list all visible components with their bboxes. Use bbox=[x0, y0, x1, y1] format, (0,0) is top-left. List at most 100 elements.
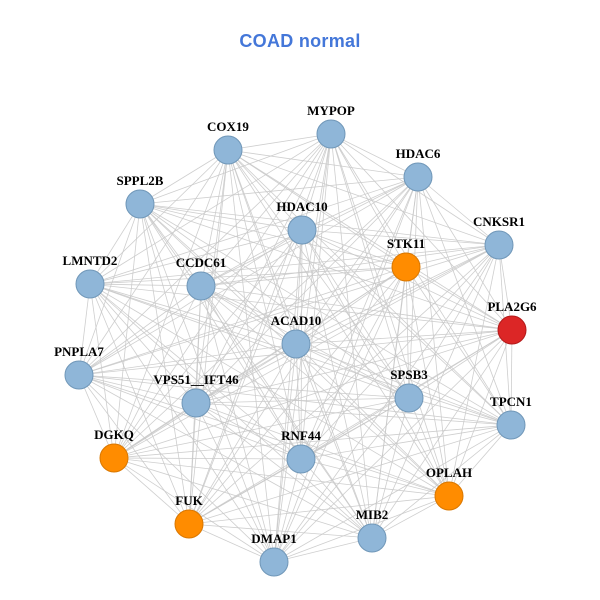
edge bbox=[295, 343, 512, 426]
edge bbox=[89, 283, 197, 404]
edge bbox=[89, 283, 373, 539]
edge bbox=[301, 133, 332, 231]
edge bbox=[139, 203, 512, 426]
edge bbox=[195, 229, 303, 404]
edge bbox=[188, 402, 197, 525]
node-HDAC10 bbox=[287, 215, 317, 245]
edge bbox=[200, 285, 513, 331]
edge bbox=[371, 397, 410, 539]
edge bbox=[113, 457, 190, 525]
edge bbox=[227, 149, 275, 563]
edge bbox=[408, 397, 512, 426]
edge bbox=[113, 457, 373, 539]
edge bbox=[405, 266, 410, 399]
edge bbox=[273, 229, 303, 563]
edge bbox=[78, 229, 303, 376]
node-PLA2G6 bbox=[497, 315, 527, 345]
edge bbox=[78, 374, 275, 563]
edge bbox=[139, 203, 190, 525]
edge bbox=[295, 343, 450, 497]
edges bbox=[78, 133, 513, 563]
edge bbox=[371, 495, 450, 539]
edge bbox=[200, 285, 373, 539]
edge bbox=[301, 229, 410, 399]
edge bbox=[273, 537, 373, 563]
edge bbox=[78, 374, 373, 539]
node-label-TPCN1: TPCN1 bbox=[490, 394, 532, 409]
edge bbox=[113, 149, 229, 459]
node-label-CNKSR1: CNKSR1 bbox=[473, 214, 525, 229]
edge bbox=[330, 133, 373, 539]
edge bbox=[273, 397, 410, 563]
edge bbox=[273, 424, 512, 563]
edge bbox=[188, 523, 373, 539]
node-FUK bbox=[174, 509, 204, 539]
edge bbox=[200, 149, 229, 287]
edge bbox=[510, 329, 513, 426]
node-SPSB3 bbox=[394, 383, 424, 413]
edge bbox=[139, 203, 407, 268]
edge bbox=[301, 229, 512, 426]
edge bbox=[195, 402, 302, 460]
node-label-HDAC6: HDAC6 bbox=[396, 146, 441, 161]
edge bbox=[295, 329, 513, 345]
edge bbox=[139, 176, 419, 205]
node-DGKQ bbox=[99, 443, 129, 473]
edge bbox=[408, 397, 450, 497]
edge bbox=[139, 149, 229, 205]
node-label-ACAD10: ACAD10 bbox=[271, 313, 322, 328]
edge bbox=[78, 176, 419, 376]
edge bbox=[295, 266, 407, 345]
edge bbox=[188, 495, 450, 525]
node-SPPL2B bbox=[125, 189, 155, 219]
edge bbox=[89, 283, 275, 563]
edge bbox=[139, 203, 500, 246]
edge bbox=[89, 283, 410, 399]
node-label-CCDC61: CCDC61 bbox=[176, 255, 227, 270]
edge bbox=[227, 149, 407, 268]
edge bbox=[300, 458, 373, 539]
edge bbox=[200, 244, 500, 287]
edge bbox=[78, 374, 302, 460]
edge bbox=[89, 283, 302, 460]
edge bbox=[371, 266, 407, 539]
edge bbox=[113, 457, 275, 563]
edge bbox=[295, 176, 419, 345]
edge bbox=[295, 244, 500, 345]
node-RNF44 bbox=[286, 444, 316, 474]
edge bbox=[113, 285, 202, 459]
edge bbox=[371, 424, 512, 539]
edge bbox=[195, 149, 229, 404]
edge bbox=[188, 424, 512, 525]
edge bbox=[301, 229, 500, 246]
edge bbox=[408, 176, 419, 399]
edge bbox=[417, 176, 500, 246]
edge bbox=[200, 285, 450, 497]
node-label-SPSB3: SPSB3 bbox=[390, 367, 428, 382]
node-labels: MYPOP COX19 HDAC6 SPPL2B HDAC10 CNKSR1 STK11 LM… bbox=[54, 103, 537, 546]
edge bbox=[227, 149, 303, 231]
edge bbox=[417, 176, 450, 497]
edge bbox=[139, 203, 373, 539]
node-COX19 bbox=[213, 135, 243, 165]
edge bbox=[89, 283, 115, 459]
edge bbox=[78, 374, 512, 426]
edge bbox=[113, 203, 141, 459]
edge bbox=[195, 397, 410, 404]
edge bbox=[113, 266, 407, 459]
edge bbox=[405, 266, 512, 426]
node-STK11 bbox=[391, 252, 421, 282]
node-label-PLA2G6: PLA2G6 bbox=[487, 299, 537, 314]
edge bbox=[300, 244, 500, 460]
edge bbox=[139, 133, 332, 205]
edge bbox=[405, 244, 500, 268]
node-OPLAH bbox=[434, 481, 464, 511]
edge bbox=[78, 374, 115, 459]
edge bbox=[227, 149, 513, 331]
nodes bbox=[64, 119, 527, 577]
edge bbox=[113, 402, 197, 459]
edge bbox=[89, 266, 407, 285]
edge bbox=[301, 176, 419, 231]
node-label-VPS51__IFT46: VPS51__IFT46 bbox=[153, 372, 239, 387]
